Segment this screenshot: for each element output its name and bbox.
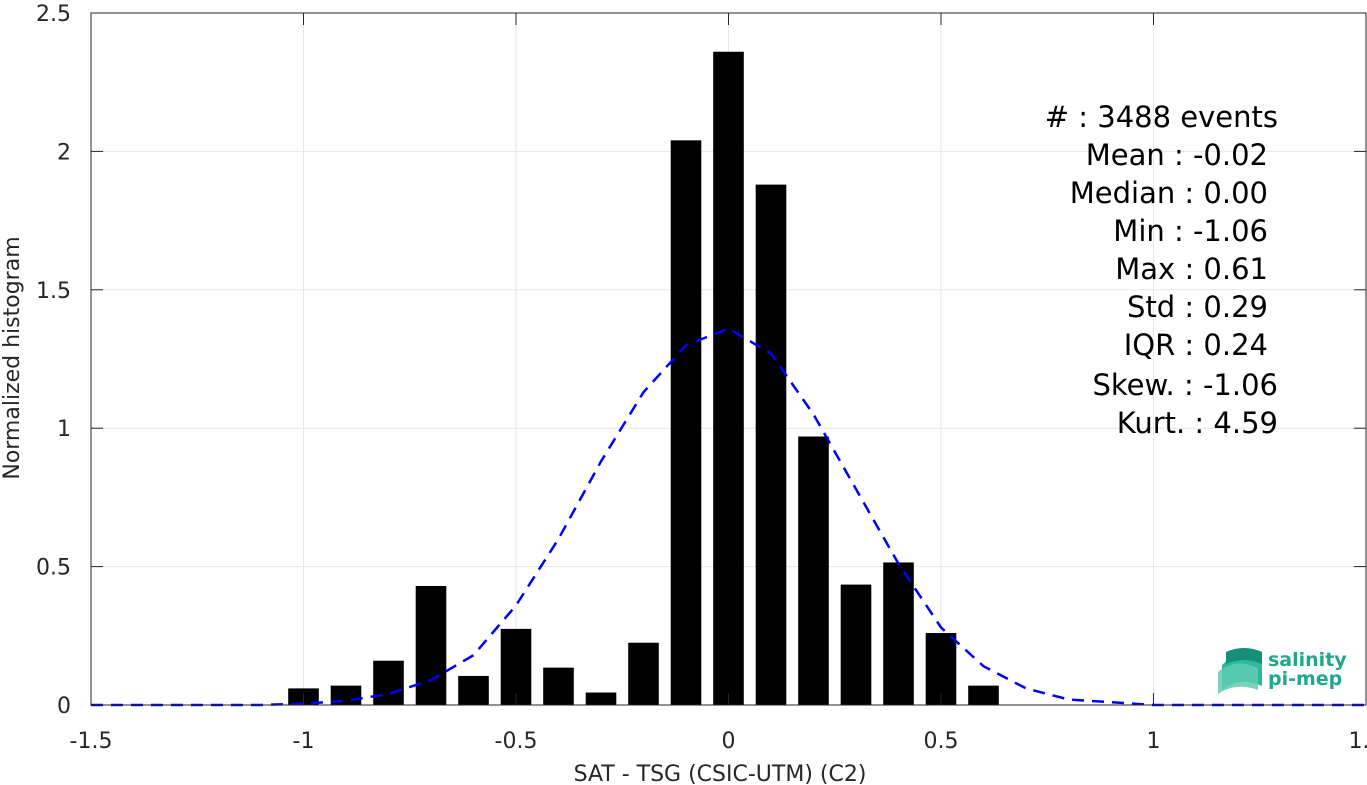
y-tick-label: 0: [57, 694, 71, 719]
stat-kurt: Kurt. : 4.59: [1117, 406, 1278, 440]
logo-wave-icon: [1218, 648, 1262, 694]
histogram-bar: [968, 685, 999, 705]
logo-text-pimep: pi-mep: [1268, 668, 1342, 690]
x-tick-label: 0: [722, 729, 736, 754]
histogram-bar: [798, 436, 829, 705]
histogram-bar: [883, 562, 914, 705]
y-tick-label: 2.5: [36, 2, 71, 27]
histogram-bar: [458, 675, 489, 705]
x-tick-label: 1: [1147, 729, 1161, 754]
y-tick-label: 2: [57, 140, 71, 165]
histogram-bar: [755, 184, 787, 706]
histogram-bar: [415, 585, 447, 705]
histogram-bar: [670, 140, 702, 705]
stat-skew: Skew. : -1.06: [1092, 368, 1278, 402]
histogram-bar: [500, 628, 532, 705]
stat-std: Std : 0.29: [1127, 290, 1268, 324]
x-tick-label: -0.5: [495, 729, 538, 754]
y-tick-label: 1: [57, 417, 71, 442]
y-tick-label: 1.5: [36, 279, 71, 304]
stat-median: Median : 0.00: [1070, 176, 1268, 210]
histogram-bar: [543, 667, 574, 705]
salinity-pimep-logo: salinity pi-mep: [1218, 648, 1347, 694]
histogram-bar: [840, 584, 872, 705]
stat-min: Min : -1.06: [1113, 214, 1268, 248]
x-tick-label: 0.5: [924, 729, 959, 754]
stat-max: Max : 0.61: [1115, 252, 1268, 286]
y-axis-label: Normalized histogram: [0, 236, 25, 479]
x-tick-label: -1: [293, 729, 315, 754]
histogram-bar: [628, 642, 659, 705]
y-tick-label: 0.5: [36, 556, 71, 581]
y-axis-ticks: 0 0.5 1 1.5 2 2.5: [36, 2, 1366, 719]
statistics-box: # : 3488 events Mean : -0.02 Median : 0.…: [1045, 100, 1278, 440]
x-tick-label: -1.5: [70, 729, 113, 754]
stat-mean: Mean : -0.02: [1086, 138, 1268, 172]
stat-events: # : 3488 events: [1045, 100, 1278, 134]
x-tick-label: 1.5: [1349, 729, 1367, 754]
x-axis-ticks: -1.5 -1 -0.5 0 0.5 1 1.5: [70, 13, 1367, 754]
histogram-bars: [288, 51, 999, 706]
histogram-bar: [585, 692, 617, 705]
logo-text-salinity: salinity: [1268, 649, 1347, 671]
x-axis-label: SAT - TSG (CSIC-UTM) (C2): [574, 762, 867, 785]
histogram-bar: [373, 660, 404, 705]
stat-iqr: IQR : 0.24: [1124, 328, 1268, 362]
histogram-bar: [713, 51, 744, 705]
